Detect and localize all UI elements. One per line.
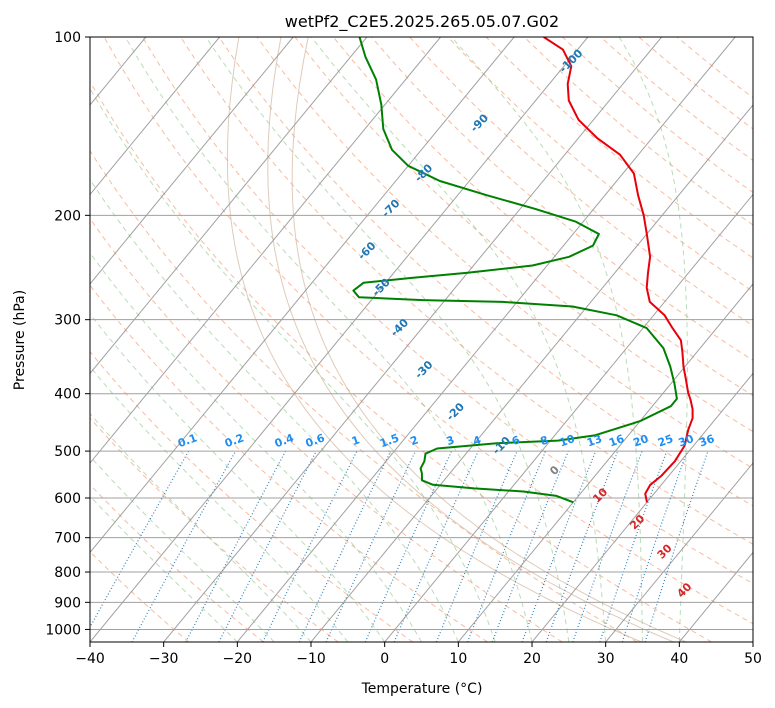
mixing-ratio-label: 36	[697, 432, 716, 450]
y-tick-label: 700	[54, 531, 81, 547]
y-tick-label: 400	[54, 387, 81, 403]
y-axis: 100 200 300 400 500 600 700 800 900 1000	[45, 30, 90, 638]
dry-adiabat	[90, 149, 638, 642]
dry-adiabat	[90, 284, 488, 642]
moist-adiabat	[124, 37, 533, 642]
mixing-ratio-line	[218, 450, 317, 642]
y-tick-label: 600	[54, 491, 81, 507]
background-lines	[90, 37, 753, 642]
dry-adiabat	[90, 550, 190, 642]
y-axis-label: Pressure (hPa)	[12, 290, 28, 390]
x-axis: −40 −30 −20 −10 0 10 20 30 40 50	[75, 642, 762, 667]
isotherm	[90, 37, 368, 375]
mixing-ratio-label: 1	[350, 433, 362, 448]
dry-adiabat	[103, 37, 753, 625]
x-tick-label: −20	[223, 651, 253, 667]
mixing-ratio-label: 0.4	[273, 431, 296, 450]
plot-frame	[89, 36, 754, 643]
mixing-ratio-label: 2	[408, 433, 420, 448]
mixing-ratio-label: 30	[677, 432, 696, 450]
mixing-ratio-line	[466, 450, 547, 642]
mixing-ratio-label: 0.6	[304, 431, 327, 450]
theta-e-line	[226, 37, 642, 642]
mixing-ratio-line	[435, 450, 518, 642]
mixing-ratio-label: 4	[471, 433, 483, 448]
mixing-ratio-label: 1.5	[378, 431, 401, 450]
dry-adiabat	[294, 37, 753, 433]
moist-adiabat	[451, 37, 643, 642]
isotherm	[90, 37, 220, 196]
x-tick-label: −40	[75, 651, 105, 667]
dry-adiabat	[90, 483, 264, 642]
dry-adiabat	[90, 217, 563, 642]
dry-adiabat	[141, 37, 753, 585]
moist-adiabat	[618, 37, 688, 642]
isotherm	[605, 462, 753, 642]
dry-adiabat	[409, 37, 753, 327]
theta-e-line	[267, 37, 674, 642]
y-tick-label: 900	[54, 595, 81, 611]
mixing-ratio-line	[521, 450, 597, 642]
mixing-ratio-label: 0.1	[176, 431, 199, 450]
isotherm	[310, 104, 753, 642]
mixing-ratio-label: 3	[445, 433, 457, 448]
mixing-ratio-line	[325, 450, 417, 642]
isotherm	[90, 37, 294, 285]
series-dewpoint	[352, 37, 678, 504]
chart-title: wetPf2_C2E5.2025.265.05.07.G02	[285, 12, 559, 32]
isotherm	[90, 37, 441, 464]
mixing-ratio-label: 16	[607, 432, 626, 450]
mixing-ratio-line	[298, 450, 392, 642]
x-axis-label: Temperature (°C)	[361, 681, 483, 697]
mixing-ratio-label: 8	[539, 433, 551, 448]
mixing-ratio-label: 25	[656, 432, 675, 449]
mixing-ratio-label: 6	[510, 433, 522, 448]
moist-adiabat	[90, 455, 275, 642]
x-tick-label: −30	[149, 651, 179, 667]
mixing-ratio-label: 10	[558, 432, 577, 450]
series-lines	[352, 37, 694, 504]
mixing-ratio-line	[262, 450, 358, 642]
moist-adiabat	[90, 178, 459, 642]
dry-adiabat	[332, 37, 753, 397]
isotherm	[90, 37, 589, 642]
y-tick-label: 500	[54, 444, 81, 460]
isotherm	[236, 37, 736, 642]
theta-e-line	[291, 37, 687, 642]
moist-adiabat	[311, 37, 607, 642]
moist-adiabat	[90, 366, 349, 642]
series-temperature	[543, 37, 694, 503]
dry-adiabat	[90, 350, 414, 642]
y-tick-label: 1000	[45, 622, 81, 638]
isotherm	[457, 283, 753, 642]
mixing-ratio-line	[185, 450, 287, 642]
x-tick-label: 40	[670, 651, 688, 667]
isotherm	[531, 372, 753, 642]
isotherm	[90, 37, 515, 554]
mixing-ratio-label: 20	[631, 432, 650, 450]
x-tick-label: 30	[597, 651, 615, 667]
x-tick-label: 50	[744, 651, 762, 667]
y-tick-label: 200	[54, 208, 81, 224]
x-tick-label: −10	[296, 651, 326, 667]
isotherm	[163, 37, 662, 642]
y-tick-label: 800	[54, 565, 81, 581]
mixing-ratio-line	[364, 450, 453, 642]
dry-adiabat	[218, 37, 753, 507]
moist-adiabat	[90, 252, 422, 642]
isotherm	[384, 193, 753, 642]
x-tick-label: 0	[380, 651, 389, 667]
mixing-ratio-label: 0.2	[223, 431, 246, 450]
x-tick-label: 10	[449, 651, 467, 667]
y-tick-label: 300	[54, 313, 81, 329]
mixing-ratio-line	[545, 450, 619, 642]
y-tick-label: 100	[54, 30, 81, 46]
grid-lines	[90, 37, 753, 642]
moist-adiabat	[90, 87, 496, 642]
x-tick-label: 20	[523, 651, 541, 667]
mixing-ratio-label: 13	[585, 432, 604, 449]
